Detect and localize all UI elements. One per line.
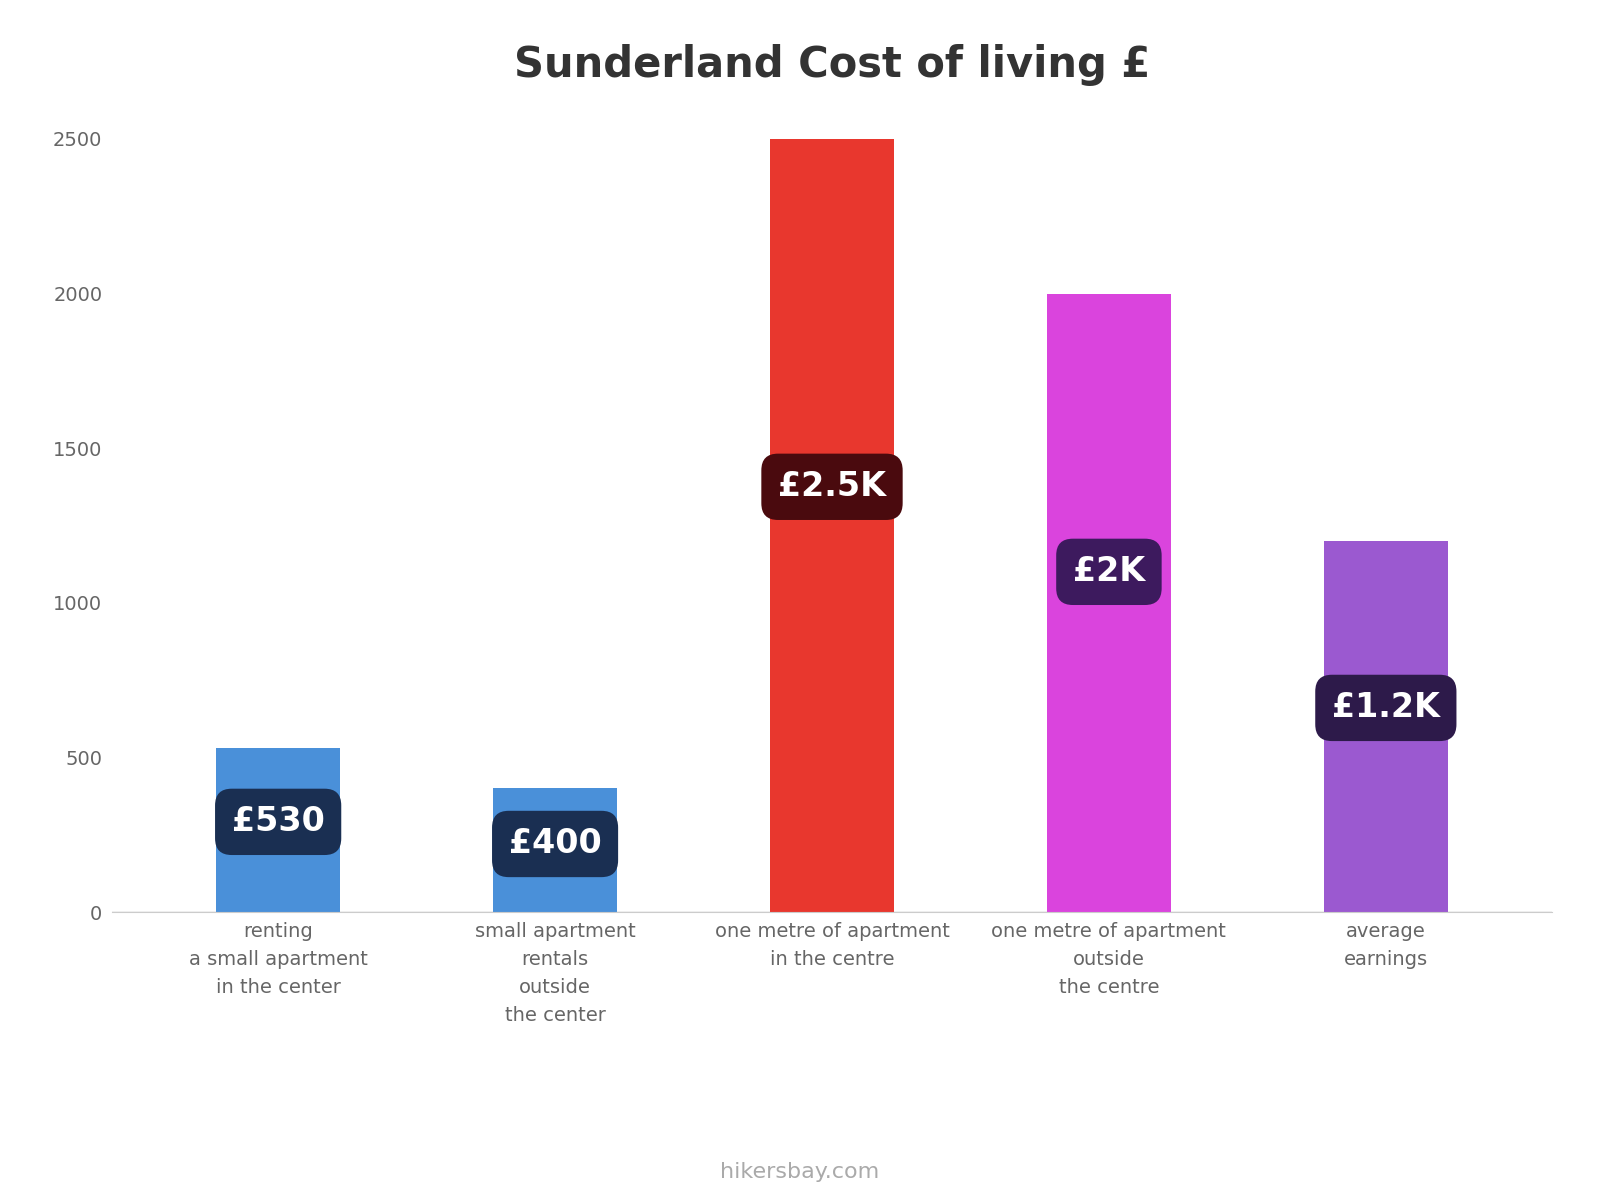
Title: Sunderland Cost of living £: Sunderland Cost of living £	[514, 44, 1150, 86]
Bar	[1323, 541, 1448, 912]
Bar	[770, 139, 894, 912]
Text: hikersbay.com: hikersbay.com	[720, 1162, 880, 1182]
Bar	[216, 748, 341, 912]
Text: £2K: £2K	[1074, 556, 1146, 588]
Text: £400: £400	[509, 828, 602, 860]
Bar	[493, 788, 618, 912]
Bar	[1046, 294, 1171, 912]
Text: £1.2K: £1.2K	[1331, 691, 1440, 725]
Text: £530: £530	[232, 805, 325, 839]
Text: £2.5K: £2.5K	[778, 470, 886, 503]
